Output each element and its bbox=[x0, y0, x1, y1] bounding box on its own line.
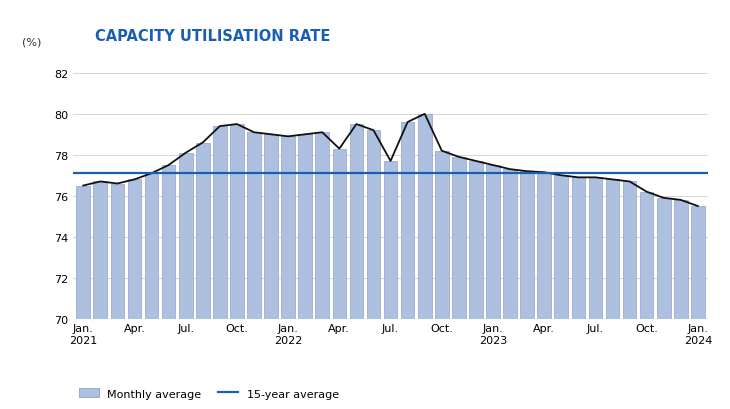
Bar bbox=[366, 131, 380, 319]
Bar bbox=[691, 207, 704, 319]
Bar bbox=[179, 153, 193, 319]
Bar bbox=[435, 151, 449, 319]
Bar bbox=[213, 127, 226, 319]
Bar bbox=[315, 133, 329, 319]
Bar bbox=[657, 198, 671, 319]
Bar bbox=[588, 178, 602, 319]
Bar bbox=[332, 149, 346, 319]
Bar bbox=[401, 123, 415, 319]
Bar bbox=[572, 178, 585, 319]
Text: (%): (%) bbox=[22, 38, 42, 48]
Bar bbox=[674, 200, 688, 319]
Bar bbox=[230, 125, 244, 319]
Bar bbox=[350, 125, 364, 319]
Bar bbox=[606, 180, 619, 319]
Bar bbox=[503, 170, 517, 319]
Bar bbox=[452, 157, 466, 319]
Bar bbox=[162, 166, 175, 319]
Bar bbox=[486, 166, 500, 319]
Bar bbox=[639, 192, 653, 319]
Bar bbox=[128, 180, 142, 319]
Bar bbox=[299, 135, 312, 319]
Bar bbox=[418, 115, 431, 319]
Bar bbox=[555, 176, 568, 319]
Bar bbox=[247, 133, 261, 319]
Bar bbox=[623, 182, 637, 319]
Bar bbox=[537, 173, 551, 319]
Legend: Monthly average, 15-year average: Monthly average, 15-year average bbox=[79, 388, 339, 398]
Bar bbox=[77, 186, 90, 319]
Bar bbox=[145, 174, 158, 319]
Bar bbox=[110, 184, 124, 319]
Bar bbox=[384, 162, 397, 319]
Bar bbox=[264, 135, 278, 319]
Bar bbox=[281, 137, 295, 319]
Text: CAPACITY UTILISATION RATE: CAPACITY UTILISATION RATE bbox=[95, 29, 330, 44]
Bar bbox=[520, 172, 534, 319]
Bar bbox=[469, 162, 483, 319]
Bar bbox=[196, 143, 210, 319]
Bar bbox=[93, 182, 107, 319]
